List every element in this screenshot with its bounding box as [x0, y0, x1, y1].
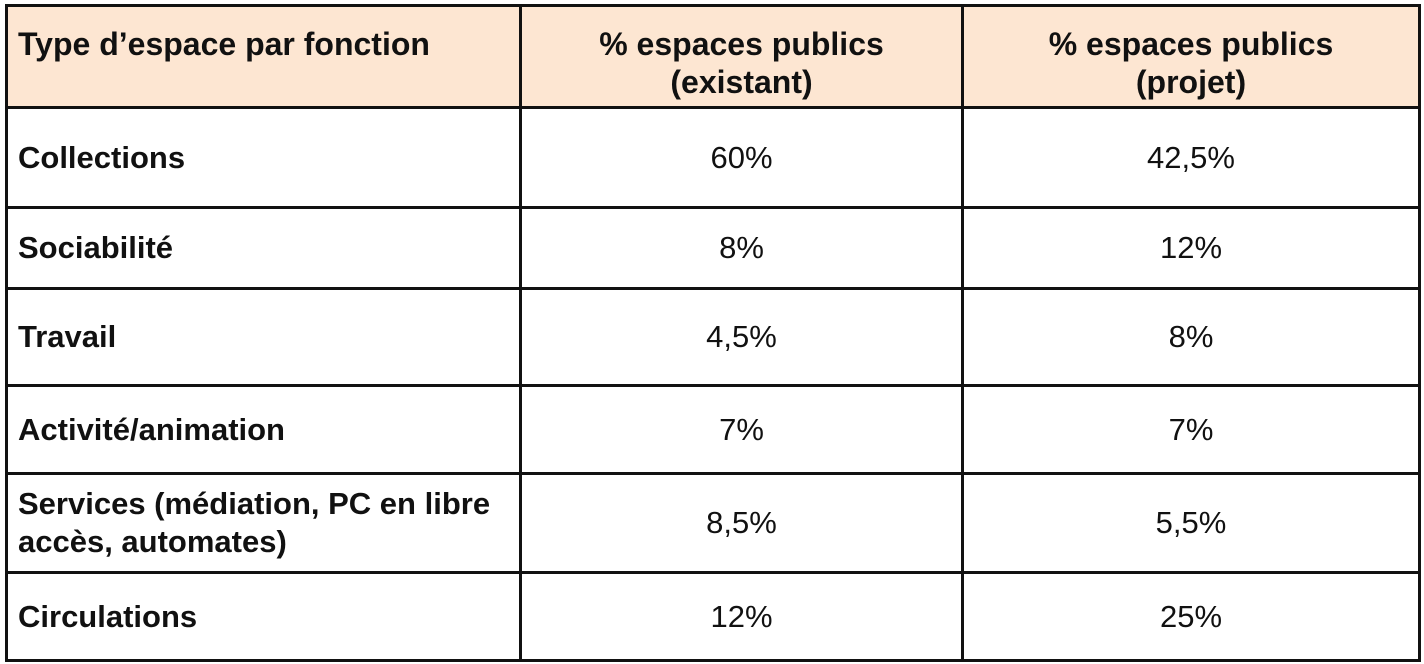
row-type-cell: Collections: [5, 106, 522, 209]
header-project-line-2: (projet): [1135, 64, 1247, 100]
table-row: Travail 4,5% 8%: [5, 287, 1421, 387]
row-project-cell: 7%: [961, 384, 1421, 475]
row-project-cell: 12%: [961, 206, 1421, 290]
header-existing: % espaces publics (existant): [519, 4, 964, 109]
space-function-table: Type d’espace par fonction % espaces pub…: [5, 4, 1421, 662]
row-project-cell: 8%: [961, 287, 1421, 387]
header-project-line-1: % espaces publics: [1048, 26, 1334, 62]
header-type-label: Type d’espace par fonction: [18, 26, 430, 62]
row-existing-cell: 7%: [519, 384, 964, 475]
row-type-cell: Circulations: [5, 571, 522, 662]
table-row: Sociabilité 8% 12%: [5, 206, 1421, 290]
row-existing-cell: 12%: [519, 571, 964, 662]
header-type: Type d’espace par fonction: [5, 4, 522, 109]
table-row: Activité/animation 7% 7%: [5, 384, 1421, 475]
header-existing-line-1: % espaces publics: [599, 26, 884, 62]
table-row: Services (médiation, PC en libre accès, …: [5, 472, 1421, 574]
row-project-cell: 5,5%: [961, 472, 1421, 574]
row-existing-cell: 8%: [519, 206, 964, 290]
row-type-cell: Services (médiation, PC en libre accès, …: [5, 472, 522, 574]
row-type-cell: Sociabilité: [5, 206, 522, 290]
row-type-cell: Travail: [5, 287, 522, 387]
header-row: Type d’espace par fonction % espaces pub…: [5, 4, 1421, 109]
row-project-cell: 25%: [961, 571, 1421, 662]
header-project: % espaces publics (projet): [961, 4, 1421, 109]
row-existing-cell: 4,5%: [519, 287, 964, 387]
header-existing-line-2: (existant): [670, 64, 813, 100]
row-type-cell: Activité/animation: [5, 384, 522, 475]
table-row: Collections 60% 42,5%: [5, 106, 1421, 209]
row-existing-cell: 8,5%: [519, 472, 964, 574]
table-row: Circulations 12% 25%: [5, 571, 1421, 662]
row-project-cell: 42,5%: [961, 106, 1421, 209]
row-existing-cell: 60%: [519, 106, 964, 209]
